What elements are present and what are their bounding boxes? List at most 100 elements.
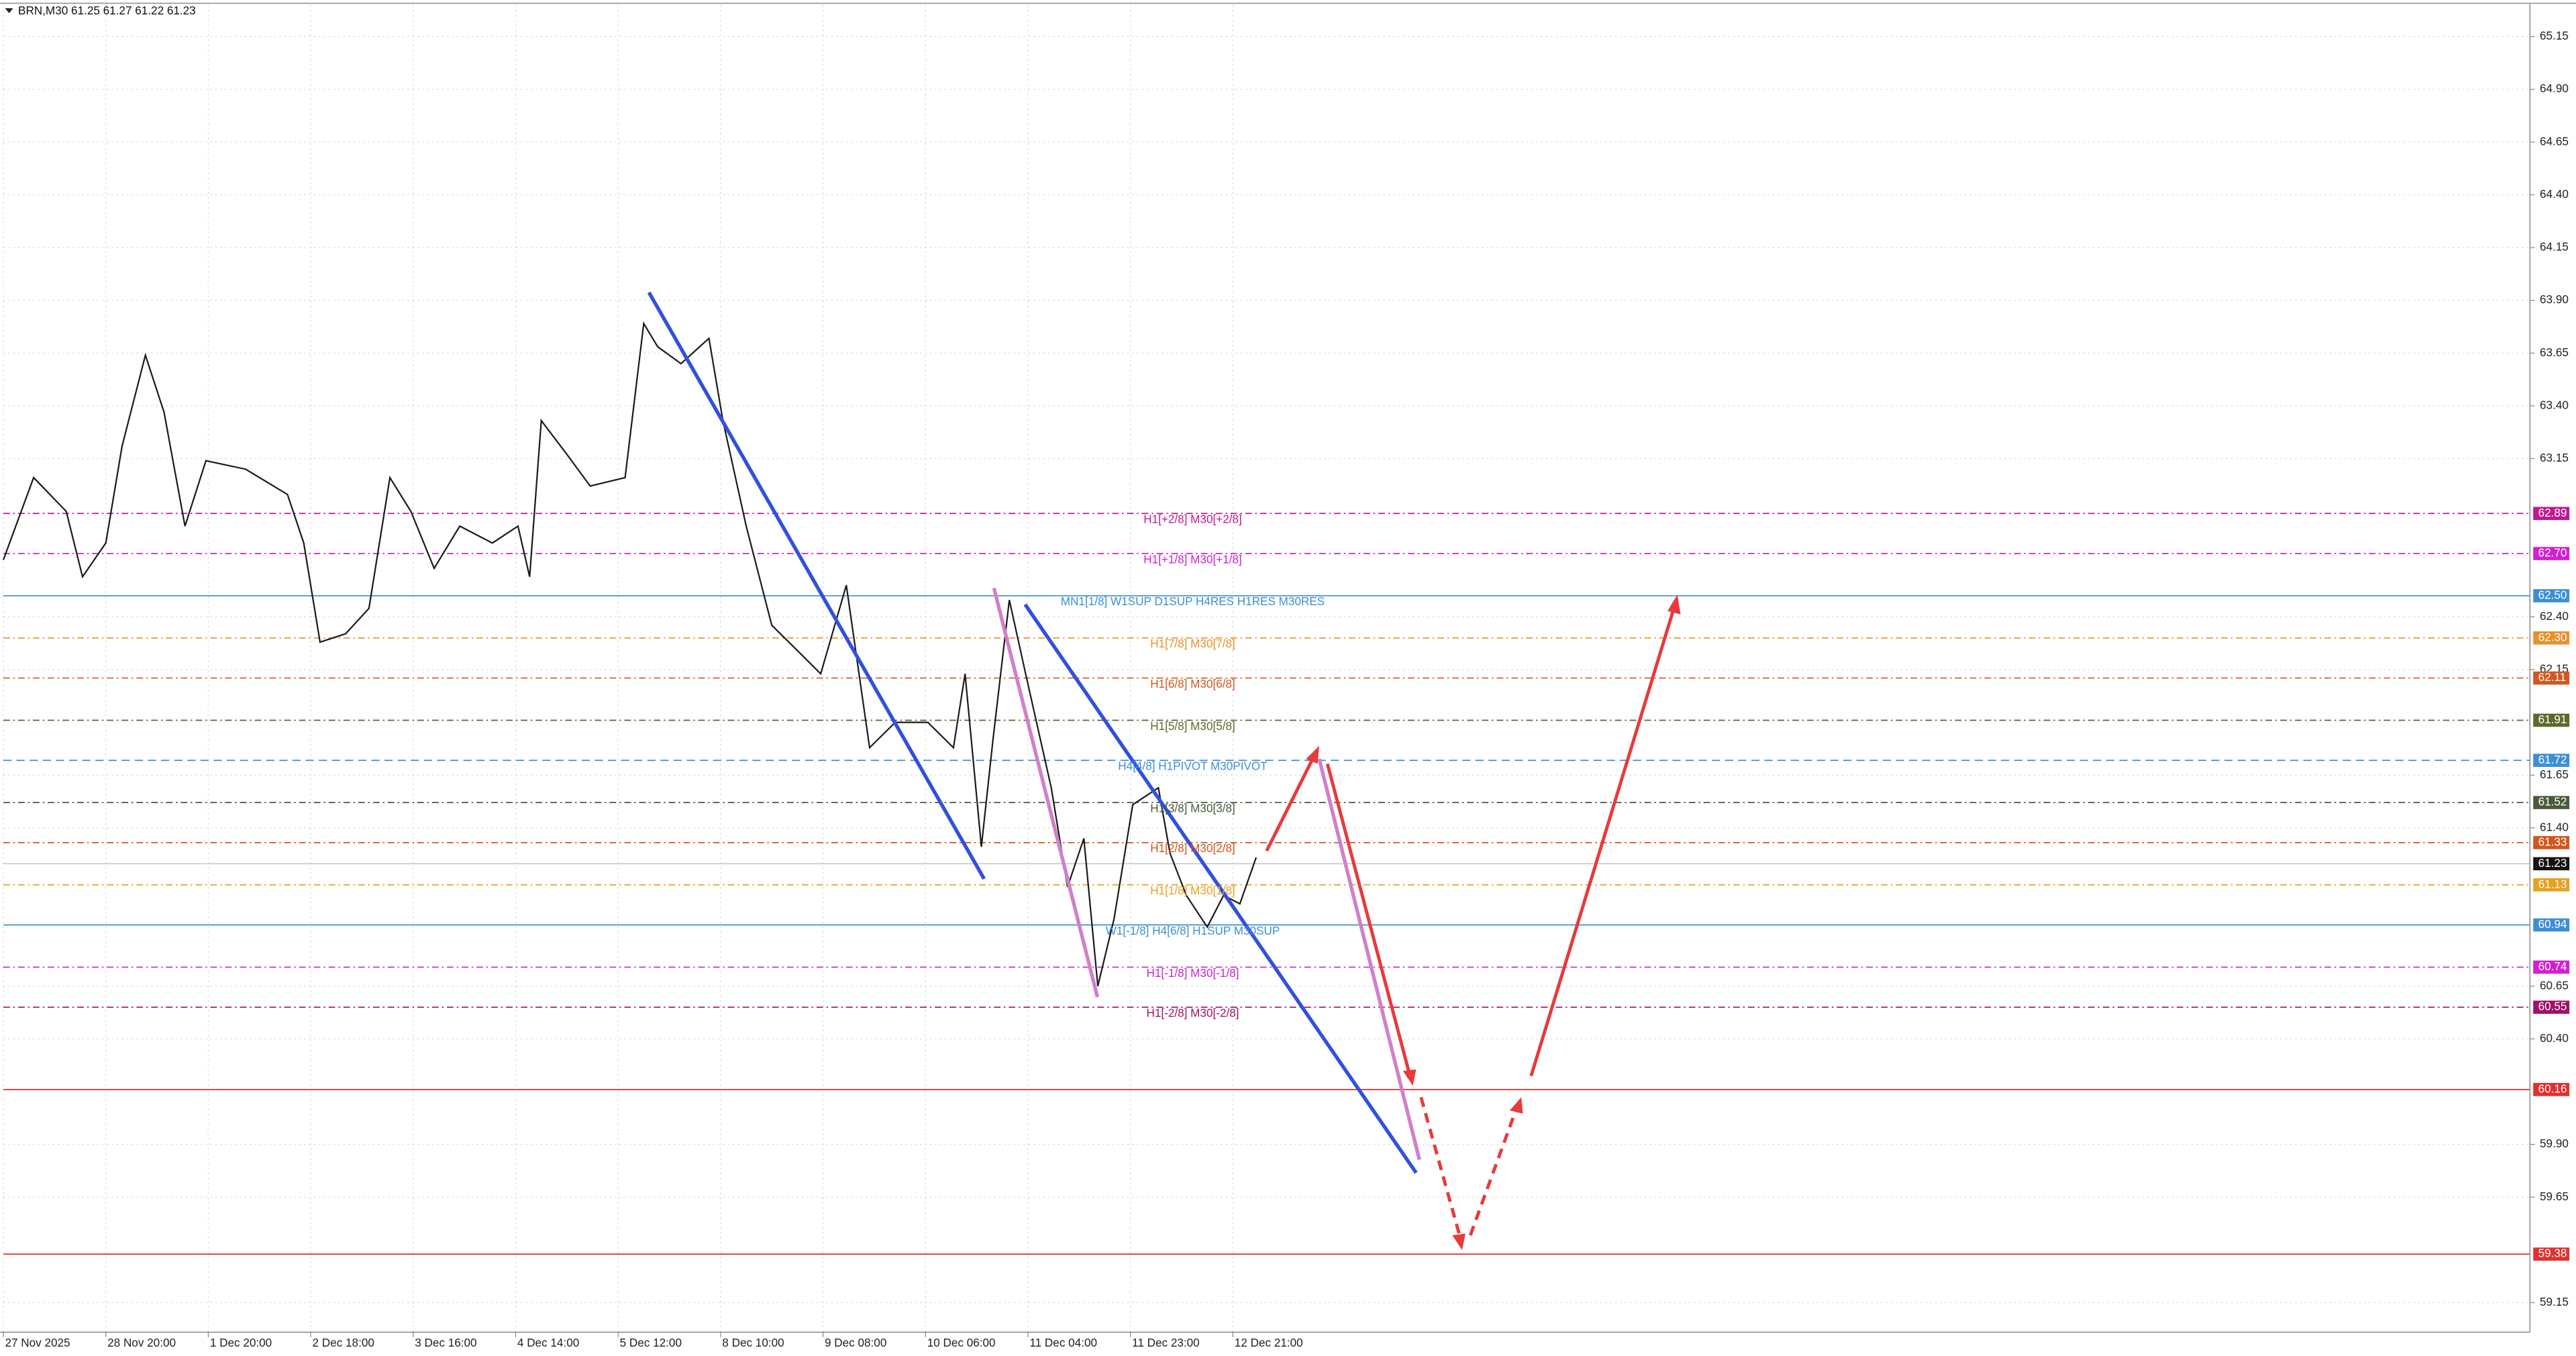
arrow <box>1325 763 1412 1075</box>
x-tick-label: 1 Dec 20:00 <box>210 1336 272 1349</box>
level-badge <box>2533 631 2570 645</box>
level-badge <box>2533 1000 2570 1014</box>
level-label: MN1[1/8] W1SUP D1SUP H4RES H1RES M30RES <box>1061 594 1325 608</box>
level-label: H1[-1/8] M30[-1/8] <box>1146 966 1239 980</box>
trend-line <box>1317 758 1421 1161</box>
level-badge <box>2533 1247 2570 1261</box>
level-badge <box>2533 713 2570 727</box>
level-badge-label: 62.89 <box>2538 506 2567 519</box>
level-badge-label: 60.16 <box>2538 1082 2567 1095</box>
level-badge-label: 62.11 <box>2538 670 2567 684</box>
x-tick-label: 8 Dec 10:00 <box>722 1336 784 1349</box>
level-badge <box>2533 547 2570 560</box>
y-tick-label: 62.40 <box>2540 609 2569 623</box>
series <box>2 321 1257 986</box>
level-badge-label: 61.52 <box>2538 795 2567 809</box>
x-tick-label: 3 Dec 16:00 <box>415 1336 476 1349</box>
arrow <box>1468 1108 1518 1236</box>
level-badge-label: 62.30 <box>2538 630 2567 643</box>
chart-title: BRN,M30 61.25 61.27 61.22 61.23 <box>18 4 196 17</box>
level-badge-label: 61.91 <box>2538 713 2567 726</box>
y-tick-label: 60.40 <box>2540 1031 2569 1045</box>
arrow <box>1529 607 1676 1077</box>
level-label: H1[1/8] M30[1/8] <box>1150 884 1235 897</box>
level-label: H1[-2/8] M30[-2/8] <box>1146 1006 1239 1020</box>
level-badge-label: 59.38 <box>2538 1247 2567 1260</box>
level-badge <box>2533 960 2570 974</box>
level-badge-label: 62.70 <box>2538 546 2567 560</box>
y-tick-label: 64.15 <box>2540 240 2569 254</box>
trend-line <box>1023 603 1418 1174</box>
y-tick-label: 65.15 <box>2540 29 2569 42</box>
level-badge-label: 60.94 <box>2538 917 2567 931</box>
y-tick-label: 61.40 <box>2540 820 2569 833</box>
level-badge-label: 62.50 <box>2538 588 2567 601</box>
y-tick-label: 59.65 <box>2540 1190 2569 1203</box>
arrow <box>1265 755 1316 852</box>
x-tick-label: 11 Dec 23:00 <box>1132 1336 1200 1349</box>
level-badge-label: 61.13 <box>2538 877 2567 890</box>
arrow-head <box>1402 1069 1416 1086</box>
x-tick-label: 28 Nov 20:00 <box>107 1336 176 1349</box>
grid <box>3 5 2535 1337</box>
trend-line <box>647 291 986 880</box>
level-label: H1[2/8] M30[2/8] <box>1150 841 1235 855</box>
arrow <box>1419 1096 1462 1239</box>
x-tick-label: 9 Dec 08:00 <box>825 1336 886 1349</box>
x-tick-label: 2 Dec 18:00 <box>313 1336 374 1349</box>
level-label: H4[4/8] H1PIVOT M30PIVOT <box>1118 760 1268 773</box>
level-label: W1[-1/8] H4[6/8] H1SUP M30SUP <box>1106 924 1280 937</box>
price-line <box>2 321 1257 986</box>
menu-arrow[interactable] <box>5 8 13 13</box>
level-badge <box>2533 796 2570 809</box>
arrow-head <box>1667 594 1681 615</box>
level-badge <box>2533 918 2570 932</box>
y-tick-label: 61.65 <box>2540 768 2569 781</box>
level-badge <box>2533 507 2570 521</box>
x-tick-label: 10 Dec 06:00 <box>927 1336 996 1349</box>
level-badge <box>2533 836 2570 849</box>
level-label: H1[+1/8] M30[+1/8] <box>1143 552 1242 566</box>
x-tick-label: 27 Nov 2025 <box>5 1336 70 1349</box>
trend-line <box>992 587 1100 998</box>
y-tick-label: 64.90 <box>2540 82 2569 95</box>
x-tick-label: 12 Dec 21:00 <box>1235 1336 1303 1349</box>
level-badge <box>2533 1083 2570 1096</box>
last-price-badge <box>2533 857 2570 871</box>
y-tick-label: 63.40 <box>2540 398 2569 411</box>
y-tick-label: 64.65 <box>2540 134 2569 148</box>
arrow-head <box>1306 745 1320 764</box>
drawings <box>647 291 1681 1251</box>
y-tick-label: 64.40 <box>2540 187 2569 201</box>
level-badge-label: 60.74 <box>2538 959 2567 973</box>
level-label: H1[3/8] M30[3/8] <box>1150 801 1235 815</box>
level-badge-label: 61.72 <box>2538 753 2567 766</box>
level-badge <box>2533 753 2570 768</box>
level-badge <box>2533 878 2570 892</box>
x-tick-label: 4 Dec 14:00 <box>517 1336 579 1349</box>
level-label: H1[6/8] M30[6/8] <box>1150 677 1235 690</box>
y-tick-label: 63.65 <box>2540 346 2569 359</box>
level-label: H1[5/8] M30[5/8] <box>1150 719 1235 733</box>
y-tick-label: 63.90 <box>2540 293 2569 306</box>
level-label: H1[7/8] M30[7/8] <box>1150 637 1235 650</box>
level-badge-label: 61.33 <box>2538 835 2567 848</box>
x-tick-label: 5 Dec 12:00 <box>620 1336 682 1349</box>
level-badge-label: 60.55 <box>2538 1000 2567 1013</box>
level-badge <box>2533 589 2570 603</box>
arrow-head <box>1510 1097 1523 1114</box>
level-badge <box>2533 671 2570 685</box>
y-tick-label: 63.15 <box>2540 451 2569 464</box>
level-label: H1[+2/8] M30[+2/8] <box>1143 513 1242 526</box>
y-tick-label: 59.15 <box>2540 1295 2569 1308</box>
last-price-label: 61.23 <box>2538 856 2567 870</box>
levels <box>3 513 2530 1255</box>
y-tick-label: 59.90 <box>2540 1137 2569 1150</box>
x-tick-label: 11 Dec 04:00 <box>1029 1336 1097 1349</box>
labels: BRN,M30 61.25 61.27 61.22 61.23 65.15 64.… <box>5 4 2570 1349</box>
y-tick-label: 60.65 <box>2540 978 2569 992</box>
